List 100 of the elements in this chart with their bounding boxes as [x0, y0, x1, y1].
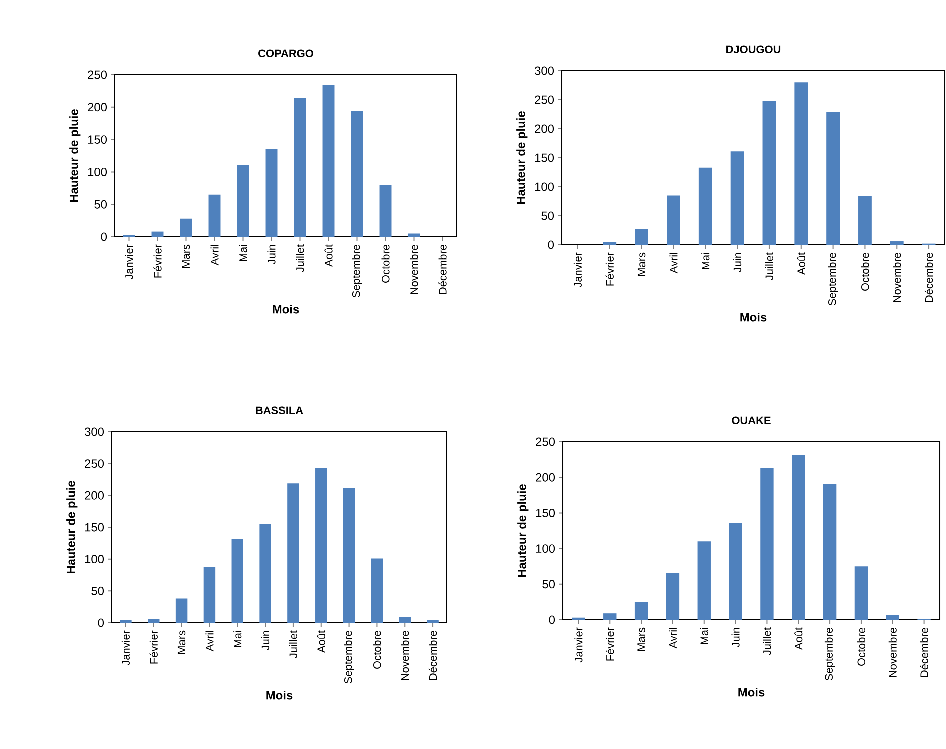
x-tick-label: Janvier	[125, 244, 134, 280]
y-tick-label: 300	[84, 428, 104, 436]
y-axis-title: Hauteur de pluie	[516, 112, 528, 204]
x-tick-label: Février	[154, 244, 162, 278]
bar	[603, 242, 617, 245]
bar	[890, 242, 904, 245]
bar	[322, 85, 335, 237]
x-tick-label: Août	[324, 244, 333, 268]
x-tick-label: Février	[606, 252, 614, 286]
x-tick-label: Septembre	[352, 245, 362, 298]
bar	[823, 484, 837, 620]
chart-title: COPARGO	[258, 50, 314, 58]
bar	[760, 468, 774, 620]
y-tick-label: 0	[101, 232, 108, 242]
x-tick-label: Mai	[702, 253, 710, 270]
x-tick-label: Janvier	[122, 630, 130, 666]
y-tick-label: 100	[88, 168, 108, 176]
chart-title: BASSILA	[256, 406, 304, 414]
x-tick-label: Octobre	[373, 631, 382, 669]
x-tick-label: Octobre	[857, 628, 866, 666]
y-tick-label: 50	[92, 586, 104, 596]
y-tick-label: 50	[94, 200, 108, 209]
bar	[858, 196, 872, 245]
y-tick-label: 250	[85, 460, 104, 468]
y-tick-label: 150	[88, 136, 108, 144]
y-tick-label: 100	[535, 182, 554, 192]
bar	[666, 573, 680, 620]
x-tick-label: Février	[150, 630, 158, 664]
bar	[698, 168, 712, 245]
bar	[762, 101, 776, 245]
x-tick-label: Septembre	[828, 253, 838, 306]
x-tick-label: Décembre	[920, 628, 928, 678]
x-tick-label: Mars	[178, 630, 186, 654]
x-tick-label: Juillet	[289, 630, 298, 658]
y-tick-label: 100	[536, 544, 556, 554]
x-tick-label: Septembre	[344, 631, 354, 684]
bar	[204, 566, 216, 623]
y-tick-label: 300	[534, 66, 554, 76]
x-tick-label: Juin	[268, 245, 276, 264]
y-tick-label: 250	[535, 96, 554, 104]
x-tick-label: Août	[797, 252, 806, 276]
x-tick-label: Janvier	[574, 252, 582, 288]
x-tick-label: Décembre	[428, 631, 438, 680]
y-tick-label: 150	[536, 508, 556, 518]
bar	[232, 538, 244, 623]
x-axis-title: Mois	[740, 312, 767, 322]
bar	[399, 617, 411, 623]
bar	[266, 150, 278, 237]
x-tick-label: Octobre	[382, 245, 390, 283]
x-tick-label: Mars	[182, 244, 190, 268]
bar	[635, 229, 649, 245]
y-tick-label: 200	[536, 473, 556, 482]
y-tick-label: 250	[536, 438, 556, 446]
x-tick-label: Mai	[239, 245, 248, 262]
x-tick-label: Avril	[210, 245, 219, 266]
bar	[604, 614, 617, 620]
bar	[854, 566, 868, 620]
x-tick-label: Décembre	[438, 245, 447, 294]
x-tick-label: Mai	[234, 631, 242, 648]
x-axis-title: Mois	[273, 304, 300, 314]
x-tick-label: Août	[794, 628, 803, 650]
x-tick-label: Juillet	[763, 628, 772, 656]
y-tick-label: 0	[548, 240, 554, 250]
y-axis-title: Hauteur de pluie	[66, 481, 78, 574]
x-tick-label: Octobre	[861, 253, 870, 291]
x-tick-label: Janvier	[574, 628, 583, 663]
y-tick-label: 100	[85, 555, 104, 564]
bar	[180, 218, 192, 237]
bar	[730, 152, 744, 245]
bar	[294, 98, 306, 237]
x-tick-label: Juin	[732, 628, 740, 648]
bar	[826, 112, 840, 245]
bar	[886, 615, 900, 620]
x-tick-label: Avril	[206, 631, 214, 652]
bar	[176, 598, 188, 623]
bar	[698, 542, 711, 620]
y-tick-label: 0	[98, 618, 104, 628]
bar	[794, 82, 808, 245]
x-tick-label: Novembre	[888, 628, 897, 678]
y-axis-title: Hauteur de pluie	[70, 110, 81, 202]
bar	[380, 185, 392, 237]
y-tick-label: 50	[542, 212, 554, 220]
x-tick-label: Novembre	[893, 253, 902, 302]
bar	[343, 488, 356, 623]
y-tick-label: 0	[549, 616, 556, 624]
bar	[260, 524, 272, 623]
x-tick-label: Août	[317, 630, 326, 654]
bar	[152, 232, 164, 237]
x-tick-label: Décembre	[924, 253, 934, 302]
y-tick-label: 200	[88, 103, 108, 112]
x-tick-label: Septembre	[824, 628, 836, 681]
x-axis-title: Mois	[266, 690, 293, 700]
x-tick-label: Mai	[700, 628, 708, 644]
x-tick-label: Mars	[638, 628, 646, 651]
y-tick-label: 200	[535, 124, 554, 134]
x-tick-label: Novembre	[401, 631, 410, 680]
x-tick-label: Mars	[638, 252, 646, 276]
x-tick-label: Juin	[734, 253, 742, 272]
bar	[371, 558, 384, 623]
bar	[427, 620, 439, 623]
